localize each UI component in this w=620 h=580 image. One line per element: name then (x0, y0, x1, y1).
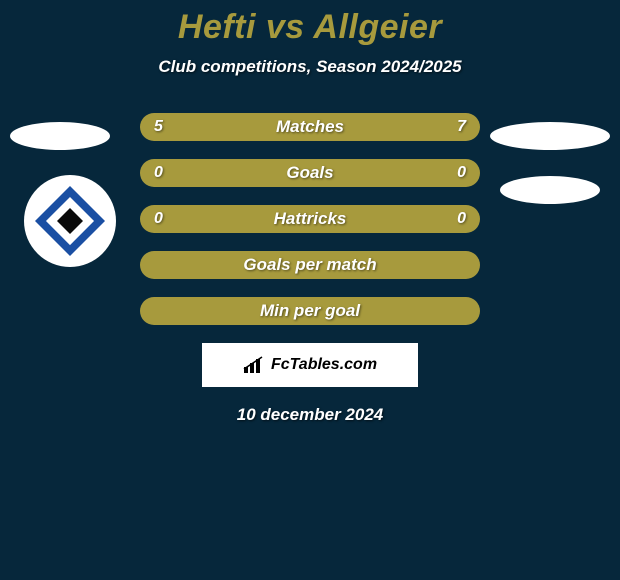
bar-chart-icon (243, 356, 265, 374)
stat-label: Hattricks (274, 209, 347, 229)
stat-right-value: 7 (457, 118, 466, 136)
stats-list: 5 Matches 7 0 Goals 0 0 Hattricks 0 Goals per mat… (140, 113, 480, 325)
stat-row: Goals per match (140, 251, 480, 279)
stat-left-value: 5 (154, 118, 163, 136)
stat-right-value: 0 (457, 210, 466, 228)
club-diamond-icon (35, 186, 105, 256)
stat-row: Min per goal (140, 297, 480, 325)
stat-row: 0 Hattricks 0 (140, 205, 480, 233)
comparison-card: Hefti vs Allgeier Club competitions, Sea… (0, 0, 620, 580)
left-team-oval (10, 122, 110, 150)
page-title: Hefti vs Allgeier (0, 0, 620, 47)
right-team-oval-1 (490, 122, 610, 150)
left-team-badge (24, 175, 116, 267)
stat-right-value: 0 (457, 164, 466, 182)
stat-left-value: 0 (154, 164, 163, 182)
stat-label: Matches (276, 117, 344, 137)
stat-row: 0 Goals 0 (140, 159, 480, 187)
stat-row: 5 Matches 7 (140, 113, 480, 141)
date-line: 10 december 2024 (0, 405, 620, 425)
footer-text: FcTables.com (271, 356, 377, 374)
stat-label: Goals (286, 163, 333, 183)
stat-label: Goals per match (243, 255, 376, 275)
stat-left-value: 0 (154, 210, 163, 228)
stat-label: Min per goal (260, 301, 360, 321)
right-team-oval-2 (500, 176, 600, 204)
subtitle: Club competitions, Season 2024/2025 (0, 57, 620, 77)
footer-card: FcTables.com (202, 343, 418, 387)
